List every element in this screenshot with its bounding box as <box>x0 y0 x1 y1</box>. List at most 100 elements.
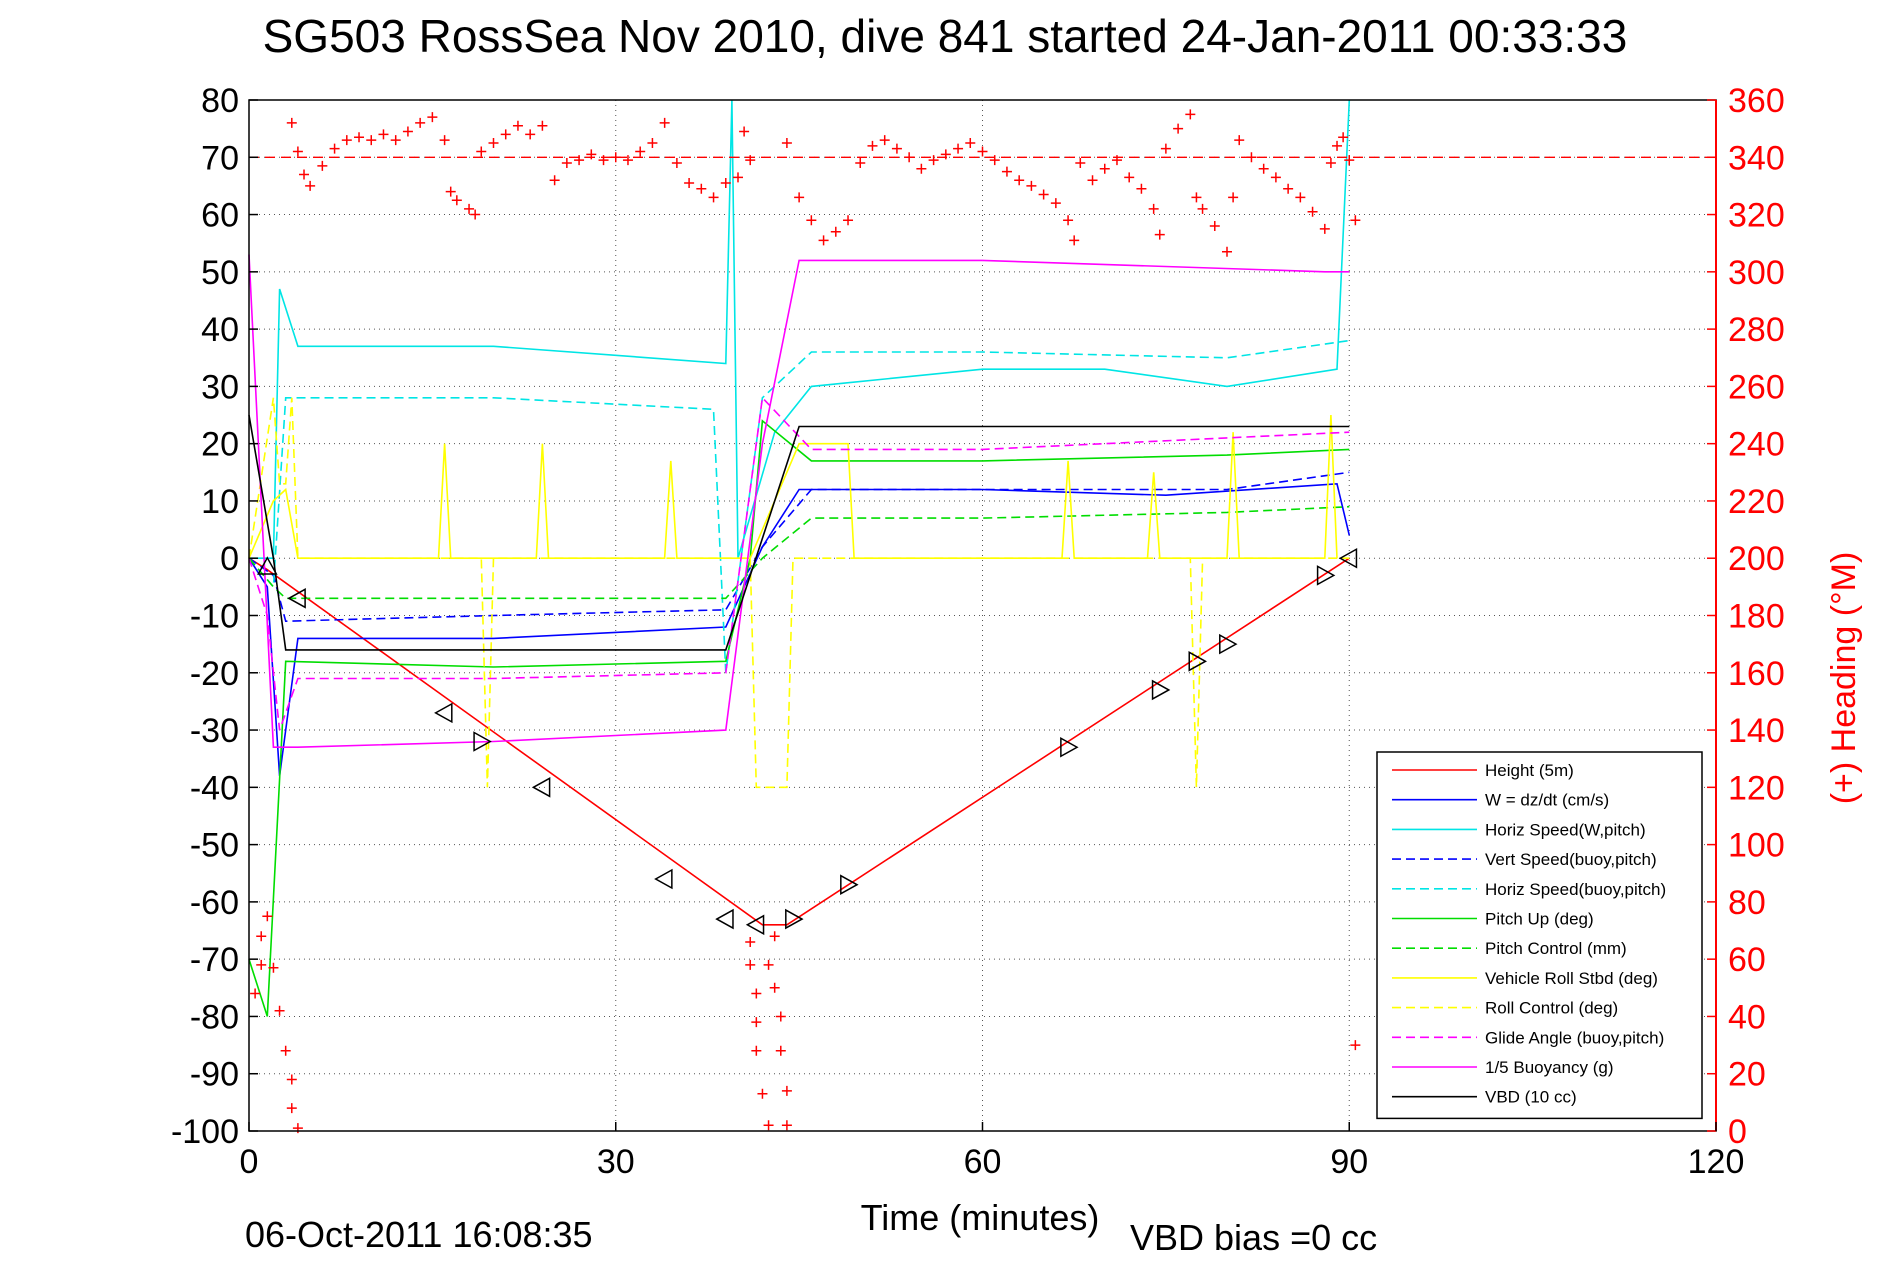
right-y-tick-label: 160 <box>1728 655 1785 693</box>
right-y-tick-label: 140 <box>1728 712 1785 750</box>
y-tick-label: 40 <box>201 311 239 349</box>
heading-point <box>402 126 413 137</box>
heading-point <box>274 1005 285 1016</box>
heading-point <box>1319 223 1330 234</box>
heading-point <box>1325 158 1336 169</box>
right-y-tick-label: 40 <box>1728 998 1766 1036</box>
heading-point <box>1001 166 1012 177</box>
heading-point <box>1295 192 1306 203</box>
legend-box <box>1376 751 1703 1120</box>
heading-point <box>598 155 609 166</box>
heading-point <box>1075 158 1086 169</box>
legend-label: Vert Speed(buoy,pitch) <box>1485 850 1657 869</box>
heading-point <box>855 158 866 169</box>
heading-point <box>470 209 481 220</box>
heading-point <box>751 1045 762 1056</box>
dive-marker <box>745 914 765 936</box>
heading-point <box>647 137 658 148</box>
heading-point <box>1191 192 1202 203</box>
heading-point <box>1350 1040 1361 1051</box>
heading-point <box>445 186 456 197</box>
heading-point <box>965 137 976 148</box>
y-tick-label: 10 <box>201 483 239 521</box>
right-y-tick-label: 200 <box>1728 540 1785 578</box>
heading-point <box>415 117 426 128</box>
x-axis-label: Time (minutes) <box>861 1197 1100 1238</box>
series-line-11 <box>248 414 1350 651</box>
heading-point <box>488 137 499 148</box>
y-tick-label: 80 <box>201 82 239 120</box>
right-y-tick-label: 280 <box>1728 311 1785 349</box>
right-y-tick-label: 260 <box>1728 368 1785 406</box>
heading-point <box>977 146 988 157</box>
heading-point <box>1338 132 1349 143</box>
heading-point <box>1038 189 1049 200</box>
y-tick-label: -80 <box>190 998 239 1036</box>
heading-point <box>781 1120 792 1131</box>
x-tick-label: 30 <box>597 1143 635 1181</box>
heading-point <box>537 120 548 131</box>
heading-point <box>250 988 261 999</box>
heading-point <box>739 126 750 137</box>
dive-marker <box>1151 679 1171 701</box>
heading-point <box>1124 172 1135 183</box>
legend-label: 1/5 Buoyancy (g) <box>1485 1058 1614 1077</box>
dive-marker <box>1316 565 1336 586</box>
heading-point <box>1258 163 1269 174</box>
vbd-bias-label: VBD bias =0 cc <box>1130 1217 1377 1258</box>
heading-point <box>928 155 939 166</box>
right-y-tick-label: 220 <box>1728 483 1785 521</box>
series-line-4 <box>248 339 1350 673</box>
heading-point <box>341 135 352 146</box>
dive-marker <box>654 868 673 890</box>
legend-label: Horiz Speed(W,pitch) <box>1485 820 1646 839</box>
heading-point <box>286 117 297 128</box>
x-tick-label: 120 <box>1688 1143 1745 1181</box>
heading-point <box>256 959 267 970</box>
heading-point <box>1014 175 1025 186</box>
right-y-tick-label: 180 <box>1728 598 1785 636</box>
heading-point <box>1283 183 1294 194</box>
right-y-tick-label: 120 <box>1728 769 1785 807</box>
heading-point <box>366 135 377 146</box>
heading-point <box>818 235 829 246</box>
dive-marker <box>473 731 492 752</box>
series-group <box>248 99 1351 1017</box>
heading-point <box>500 129 511 140</box>
heading-point <box>1270 172 1281 183</box>
y-tick-label: -50 <box>190 827 239 865</box>
heading-point <box>763 959 774 970</box>
legend-label: Horiz Speed(buoy,pitch) <box>1485 880 1666 899</box>
heading-point <box>1246 152 1257 163</box>
dive-marker <box>531 777 551 798</box>
heading-point <box>1332 140 1343 151</box>
heading-point <box>916 163 927 174</box>
heading-point <box>1185 109 1196 120</box>
heading-point <box>781 137 792 148</box>
heading-point <box>720 178 731 189</box>
heading-point <box>286 1103 297 1114</box>
x-tick-label: 90 <box>1330 1143 1368 1181</box>
heading-point <box>1222 246 1232 257</box>
legend-label: W = dz/dt (cm/s) <box>1485 791 1609 810</box>
heading-point <box>378 129 389 140</box>
y-tick-label: -60 <box>190 884 239 922</box>
heading-point <box>751 988 762 999</box>
heading-point <box>696 183 707 194</box>
heading-point <box>989 155 1000 166</box>
y-tick-label: -20 <box>190 655 239 693</box>
heading-point <box>879 135 890 146</box>
right-y-tick-label: 360 <box>1728 82 1785 120</box>
heading-point <box>769 931 780 942</box>
heading-point <box>1069 235 1080 246</box>
heading-point <box>1050 198 1061 209</box>
heading-point <box>781 1085 792 1096</box>
heading-point <box>549 175 560 186</box>
y-tick-label: 60 <box>201 197 239 235</box>
y-tick-label: -10 <box>190 598 239 636</box>
heading-point <box>635 146 646 157</box>
heading-point <box>439 135 450 146</box>
heading-point <box>775 1011 786 1022</box>
heading-point <box>329 143 340 154</box>
heading-point <box>622 155 633 166</box>
